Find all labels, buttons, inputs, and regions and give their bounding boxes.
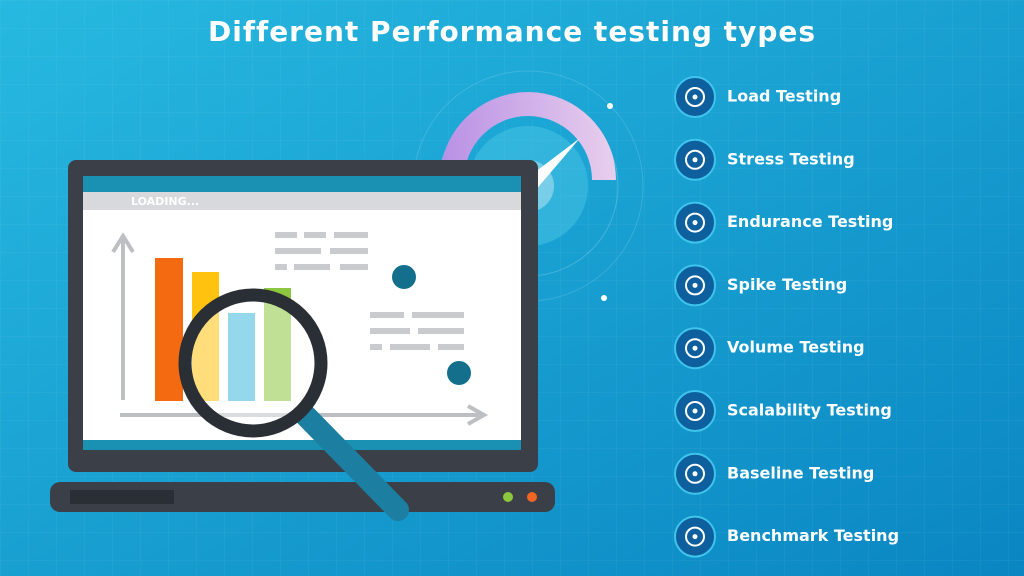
test-type-item: Spike Testing bbox=[674, 264, 847, 307]
test-type-item: Volume Testing bbox=[674, 327, 865, 370]
item-icon bbox=[685, 526, 705, 547]
item-icon-dot bbox=[692, 220, 698, 226]
item-label: Endurance Testing bbox=[727, 212, 893, 231]
test-type-item: Scalability Testing bbox=[674, 390, 892, 432]
item-icon bbox=[685, 401, 705, 421]
item-icon bbox=[685, 275, 705, 296]
test-types-list: Load Testing Stress Testing Endurance Test… bbox=[674, 76, 899, 558]
item-icon-dot bbox=[692, 157, 698, 163]
item-label: Volume Testing bbox=[727, 338, 865, 357]
item-icon bbox=[685, 149, 705, 170]
item-icon-dot bbox=[692, 282, 698, 288]
item-icon-dot bbox=[692, 345, 698, 351]
item-icon bbox=[685, 87, 705, 107]
item-label: Baseline Testing bbox=[727, 463, 874, 482]
test-type-item: Benchmark Testing bbox=[674, 515, 899, 558]
item-icon bbox=[685, 338, 705, 359]
loading-label: LOADING... bbox=[131, 195, 199, 208]
item-icon-dot bbox=[692, 534, 698, 540]
item-icon bbox=[685, 212, 705, 233]
laptop: LOADING... bbox=[50, 160, 555, 521]
title: Different Performance testing types bbox=[208, 15, 816, 48]
item-icon bbox=[685, 463, 705, 484]
item-label: Spike Testing bbox=[727, 275, 847, 294]
test-type-item: Baseline Testing bbox=[674, 452, 874, 495]
item-label: Scalability Testing bbox=[727, 401, 892, 420]
test-type-item: Stress Testing bbox=[674, 138, 855, 181]
item-icon-dot bbox=[692, 471, 698, 477]
item-icon-dot bbox=[692, 94, 698, 100]
item-icon-dot bbox=[692, 408, 698, 414]
test-type-item: Endurance Testing bbox=[674, 201, 893, 244]
item-label: Benchmark Testing bbox=[727, 526, 899, 545]
item-label: Load Testing bbox=[727, 87, 841, 106]
item-label: Stress Testing bbox=[727, 149, 855, 168]
test-type-item: Load Testing bbox=[674, 76, 841, 118]
